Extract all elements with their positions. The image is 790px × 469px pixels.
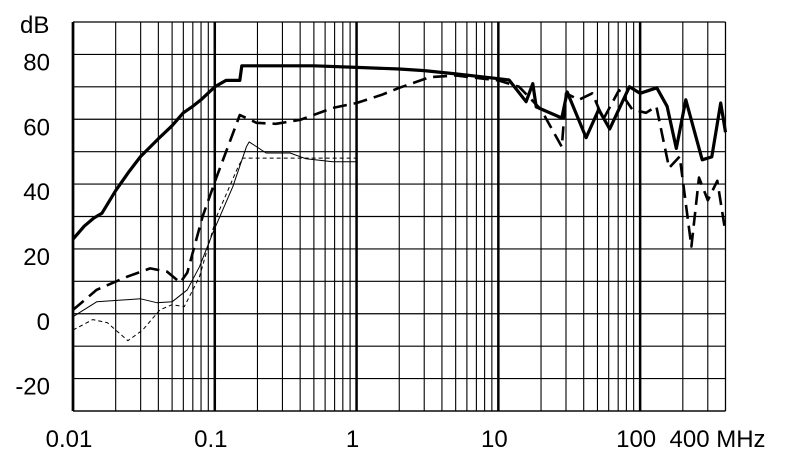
y-axis-unit-label: dB [20,12,49,39]
series-line-thin-solid [72,141,357,318]
x-tick-label: 0.1 [194,426,227,453]
y-tick-label: 0 [37,309,50,336]
x-tick-label: 400 MHz [670,426,766,453]
y-tick-label: 60 [23,114,50,141]
axis-labels: dB 80 60 40 20 0 -20 0.01 0.1 1 10 100 400 MHz [15,12,765,453]
series-group [71,64,728,342]
y-tick-label: 40 [23,179,50,206]
y-tick-label: 20 [23,244,50,271]
x-tick-label: 100 [616,426,656,453]
y-tick-label: -20 [15,374,50,401]
y-tick-label: 80 [23,49,50,76]
series-line-thick-dashed [72,74,727,311]
x-tick-label: 1 [346,426,359,453]
grid [71,21,727,412]
x-tick-label: 0.01 [46,426,93,453]
x-tick-label: 10 [481,426,508,453]
series-line-thick-solid [71,64,728,241]
series-line-thin-dashed [72,157,357,342]
